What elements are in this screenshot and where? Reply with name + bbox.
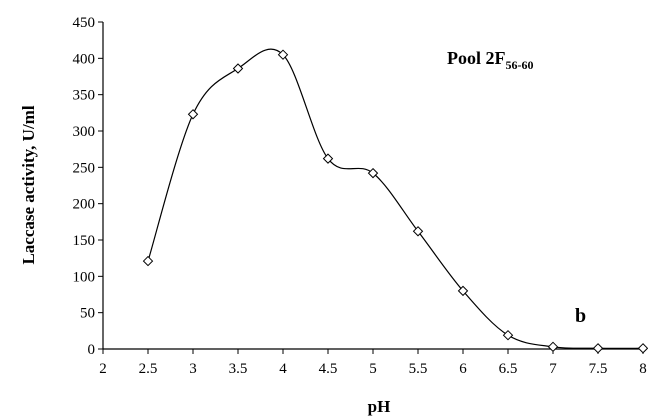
data-point-marker: [322, 153, 334, 164]
x-tick-label: 5.5: [409, 361, 428, 377]
axes: [102, 22, 643, 350]
x-tick-label: 4: [279, 361, 287, 377]
x-tick-label: 3.5: [229, 361, 248, 377]
x-tick-label: 3: [189, 361, 197, 377]
x-tick-label: 2: [99, 361, 107, 377]
y-tick-label: 0: [88, 342, 96, 358]
data-point-marker: [637, 343, 648, 354]
pool-annotation-label: Pool 2F: [447, 48, 506, 68]
data-point-marker: [502, 329, 514, 341]
x-tick-label: 8: [639, 361, 647, 377]
data-point-marker: [547, 341, 559, 353]
y-tick-label: 50: [80, 306, 95, 322]
x-tick-label: 7.5: [589, 361, 608, 377]
x-tick-label: 6.5: [499, 361, 518, 377]
x-tick-label: 7: [549, 361, 557, 377]
panel-letter: b: [575, 305, 586, 327]
x-axis-title: pH: [368, 397, 391, 416]
x-tick-label: 2.5: [139, 361, 158, 377]
y-tick-label: 350: [73, 88, 96, 104]
x-tick-label: 6: [459, 361, 467, 377]
series-curve: [147, 48, 644, 349]
series-markers: [142, 49, 648, 354]
y-tick-label: 400: [73, 51, 96, 67]
ticks: 0 50 100 150 200 250 300 350 400 450 2 2.5 3 3.5 4 4.5 5…: [73, 15, 647, 377]
data-point-marker: [367, 167, 379, 179]
x-tick-label: 5: [369, 361, 377, 377]
data-point-marker: [277, 49, 289, 60]
pool-annotation: Pool 2F56-60: [447, 48, 534, 72]
y-tick-label: 100: [73, 269, 96, 285]
y-tick-label: 450: [73, 15, 96, 31]
data-point-marker: [592, 343, 604, 354]
data-point-marker: [412, 226, 424, 237]
pool-annotation-subscript: 56-60: [506, 58, 534, 72]
y-tick-label: 200: [73, 197, 96, 213]
data-point-marker: [457, 285, 469, 297]
y-tick-label: 150: [73, 233, 96, 249]
data-point-marker: [142, 255, 154, 267]
x-tick-label: 4.5: [319, 361, 338, 377]
y-axis-title: Laccase activity, U/ml: [19, 105, 38, 264]
y-tick-label: 300: [73, 124, 96, 140]
y-tick-label: 250: [73, 160, 96, 176]
data-point-marker: [232, 63, 244, 74]
data-point-marker: [187, 109, 199, 120]
